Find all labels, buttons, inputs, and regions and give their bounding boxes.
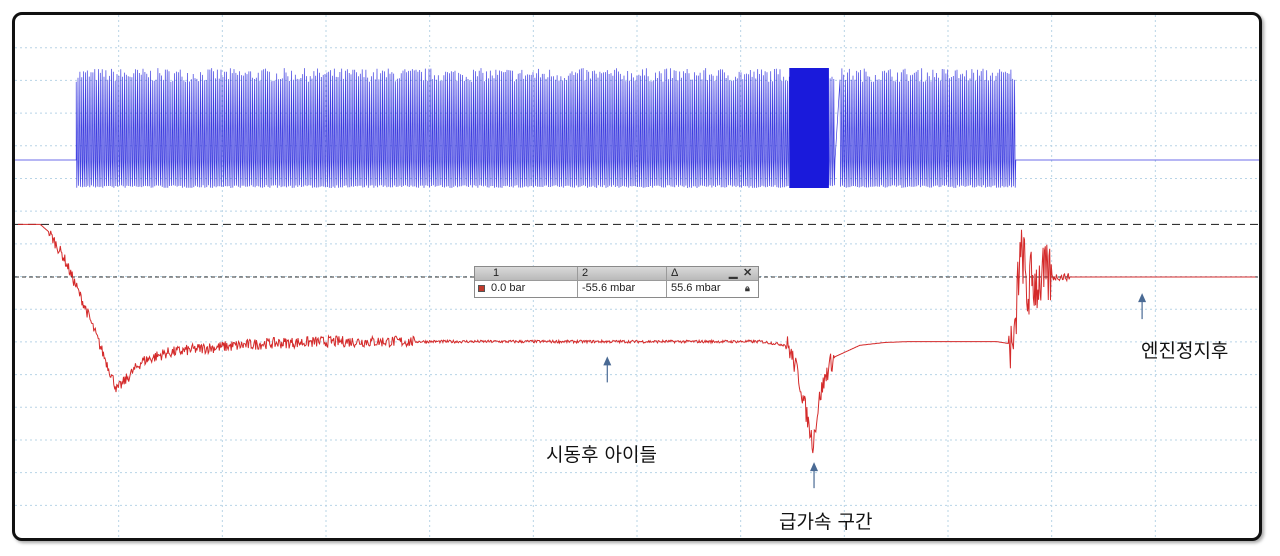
channel-1-trace: [15, 68, 1259, 189]
annotation-arrowhead-0: [603, 356, 612, 366]
cursor-col-1-header: 1: [493, 267, 500, 279]
cursor-values-row: 0.0 bar -55.6 mbar 55.6 mbar 🔒︎: [475, 281, 758, 296]
annotation-acceleration-label: 급가속 구간: [779, 511, 873, 533]
cursor-measurement-panel[interactable]: 1 2 Δ ▁ ✕ 0.0 bar -55.6 mbar 55.6 mbar 🔒…: [474, 266, 759, 298]
channel-2-trace: [18, 223, 1256, 454]
channel-2-swatch-icon: [478, 285, 485, 292]
cursor-col-2-header: 2: [582, 267, 589, 279]
annotation-arrowhead-2: [1138, 293, 1147, 303]
cursor-value-2: -55.6 mbar: [582, 282, 636, 294]
cursor-value-delta: 55.6 mbar: [671, 282, 721, 294]
close-icon[interactable]: ✕: [743, 267, 753, 279]
oscilloscope-frame: 시동후 아이들 급가속 구간 엔진정지후 1 2 Δ ▁ ✕ 0.0 bar -…: [12, 12, 1262, 541]
annotation-idle-label: 시동후 아이들: [546, 444, 657, 466]
annotation-engine-stop-label: 엔진정지후: [1141, 340, 1229, 362]
lock-icon[interactable]: 🔒︎: [745, 283, 750, 293]
oscilloscope-plot: [15, 15, 1259, 538]
annotation-arrowhead-1: [810, 462, 819, 472]
cursor-panel-header[interactable]: 1 2 Δ ▁ ✕: [475, 267, 758, 281]
cursor-value-1: 0.0 bar: [491, 282, 526, 294]
cursor-col-delta-header: Δ: [671, 267, 679, 279]
minimize-icon[interactable]: ▁: [729, 267, 738, 279]
channel-1-burst: [789, 68, 829, 188]
